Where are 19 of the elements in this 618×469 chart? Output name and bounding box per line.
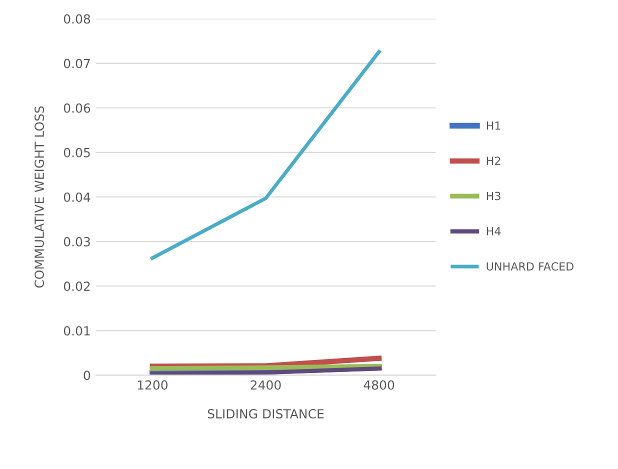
y-tick-label: 0.04: [64, 192, 90, 202]
legend-label: H1: [486, 122, 500, 130]
y-axis-title: COMMULATIVE WEIGHT LOSS: [34, 106, 44, 288]
y-tick-label: 0.07: [64, 58, 90, 68]
legend-label: H3: [486, 192, 500, 200]
y-tick-label: 0.05: [64, 148, 90, 158]
x-tick-label: 4800: [364, 380, 394, 390]
y-tick-label: 0.01: [64, 326, 90, 336]
x-tick-label: 1200: [138, 380, 168, 390]
x-axis-title: SLIDING DISTANCE: [208, 409, 324, 418]
y-tick-label: 0: [84, 370, 90, 380]
legend-label: H4: [486, 227, 501, 236]
y-tick-label: 0.02: [64, 282, 90, 292]
y-tick-label: 0.08: [64, 14, 90, 24]
y-tick-label: 0.06: [64, 103, 90, 113]
x-tick-label: 2400: [250, 380, 281, 390]
legend-label: H2: [486, 156, 500, 165]
y-tick-label: 0.03: [64, 237, 90, 246]
legend-label: UNHARD FACED: [486, 262, 574, 271]
